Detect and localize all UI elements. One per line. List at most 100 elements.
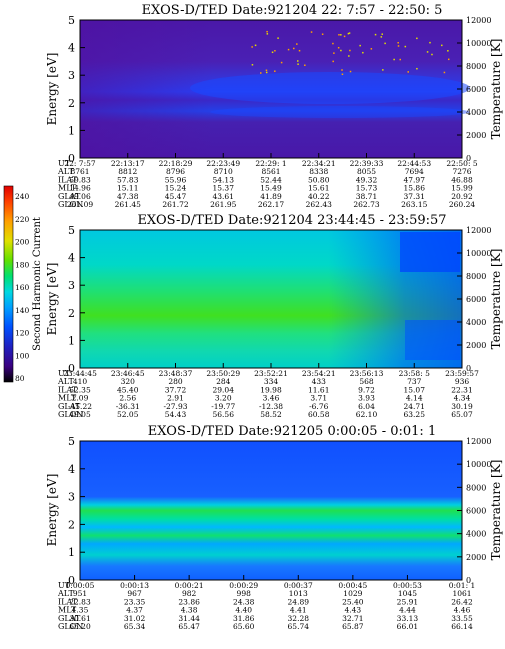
y2-tick-label: 10000 bbox=[466, 460, 491, 469]
speckle-dot bbox=[333, 52, 335, 54]
speckle-dot bbox=[343, 35, 346, 38]
panel-1: EXOS-D/TED Date:921204 22: 7:57 - 22:50:… bbox=[45, 3, 503, 209]
ephemeris-cell: 32.28 bbox=[288, 614, 310, 623]
ephemeris-cell: -12.38 bbox=[259, 402, 283, 411]
y2-tick-label: 4000 bbox=[466, 108, 486, 117]
ephemeris-cell: 15.49 bbox=[260, 184, 282, 193]
ephemeris-cell: 22:18:29 bbox=[159, 159, 193, 168]
ephemeris-cell: 0:00:53 bbox=[393, 581, 422, 590]
ephemeris-cell: 25.40 bbox=[342, 597, 364, 606]
ephemeris-cell: 262.17 bbox=[258, 200, 284, 209]
speckle-dot bbox=[332, 42, 334, 45]
y-tick-label: 0 bbox=[68, 152, 75, 165]
panel-1-blue-band-lower bbox=[210, 106, 470, 118]
ephemeris-cell: 59.83 bbox=[69, 175, 91, 184]
ephemeris-cell: 49.06 bbox=[69, 192, 91, 201]
panel-2-title: EXOS-D/TED Date:921204 23:44:45 - 23:59:… bbox=[137, 213, 446, 228]
speckle-dot bbox=[277, 37, 279, 39]
y2-tick-label: 6000 bbox=[466, 295, 486, 304]
panel-1-y-ticks: 0 1 2 3 4 5 0 2000 4000 6000 8000 10000 12000 bbox=[68, 14, 491, 165]
ephemeris-cell: 11.61 bbox=[308, 385, 329, 394]
ephemeris-cell: 15.37 bbox=[213, 184, 235, 193]
ephemeris-cell: 20.92 bbox=[451, 192, 473, 201]
ephemeris-cell: 433 bbox=[312, 377, 327, 386]
y-tick-label: 4 bbox=[68, 252, 75, 265]
ephemeris-cell: 0:01: 1 bbox=[449, 581, 476, 590]
ephemeris-cell: 1029 bbox=[343, 589, 362, 598]
speckle-dot bbox=[359, 44, 361, 47]
ephemeris-cell: 23:50:29 bbox=[206, 369, 240, 378]
ephemeris-cell: 25.91 bbox=[397, 597, 418, 606]
y-tick-label: 3 bbox=[68, 491, 75, 504]
panel-2-blue-block bbox=[400, 232, 460, 272]
ephemeris-cell: 41.89 bbox=[260, 192, 282, 201]
ephemeris-cell: 1013 bbox=[289, 589, 308, 598]
ephemeris-cell: 22:34:21 bbox=[302, 159, 336, 168]
panel-3-ylabel: Energy [eV] bbox=[45, 474, 59, 547]
speckle-dot bbox=[347, 32, 350, 35]
ephemeris-cell: 30.19 bbox=[451, 402, 473, 411]
ephemeris-cell: 22:44:53 bbox=[397, 159, 431, 168]
speckle-dot bbox=[397, 45, 400, 47]
ephemeris-cell: 33.55 bbox=[451, 614, 473, 623]
speckle-dot bbox=[341, 69, 343, 71]
speckle-dot bbox=[370, 48, 373, 50]
ephemeris-cell: 6.04 bbox=[358, 402, 375, 411]
ephemeris-cell: 4.41 bbox=[290, 606, 307, 615]
ephemeris-cell: 56.56 bbox=[213, 410, 235, 419]
ephemeris-cell: 4.37 bbox=[126, 606, 143, 615]
panel-3-title: EXOS-D/TED Date:921205 0:00:05 - 0:01: 1 bbox=[148, 424, 436, 439]
ephemeris-cell: 4.14 bbox=[406, 394, 423, 403]
ephemeris-cell: 262.43 bbox=[306, 200, 332, 209]
ephemeris-cell: 7276 bbox=[452, 167, 471, 176]
ephemeris-cell: -6.76 bbox=[309, 402, 328, 411]
y-tick-label: 5 bbox=[68, 224, 75, 237]
ephemeris-cell: 261.45 bbox=[115, 200, 141, 209]
ephemeris-cell: 320 bbox=[121, 377, 136, 386]
speckle-dot bbox=[274, 49, 276, 52]
panel-3-ephemeris: UTALTILATMLTGLATGLON0:00:0595122.834.353… bbox=[57, 581, 475, 631]
ephemeris-cell: 22:23:49 bbox=[206, 159, 240, 168]
speckle-dot bbox=[349, 70, 352, 73]
ephemeris-cell: 410 bbox=[73, 377, 88, 386]
speckle-dot bbox=[265, 69, 268, 72]
ephemeris-cell: 38.71 bbox=[356, 192, 377, 201]
ephemeris-row-label: GLAT bbox=[58, 192, 81, 201]
panel-2: EXOS-D/TED Date:921204 23:44:45 - 23:59:… bbox=[45, 213, 503, 419]
speckle-dot bbox=[293, 47, 295, 50]
y2-tick-label: 0 bbox=[466, 154, 471, 163]
ephemeris-cell: 45.40 bbox=[117, 385, 139, 394]
speckle-dot bbox=[399, 58, 401, 61]
ephemeris-cell: 19.98 bbox=[260, 385, 282, 394]
ephemeris-cell: 52.35 bbox=[69, 385, 91, 394]
ephemeris-cell: -27.93 bbox=[163, 402, 187, 411]
ephemeris-cell: 23:48:37 bbox=[159, 369, 193, 378]
ephemeris-cell: 4.40 bbox=[235, 606, 252, 615]
ephemeris-cell: 49.32 bbox=[356, 175, 378, 184]
speckle-dot bbox=[260, 72, 262, 74]
ephemeris-cell: 4.43 bbox=[345, 606, 362, 615]
ephemeris-cell: 334 bbox=[264, 377, 279, 386]
ephemeris-row-label: UT bbox=[58, 159, 71, 168]
y2-tick-label: 6000 bbox=[466, 85, 486, 94]
y-tick-label: 5 bbox=[68, 14, 75, 27]
ephemeris-cell: 2.91 bbox=[167, 394, 184, 403]
speckle-dot bbox=[349, 49, 351, 52]
speckle-dot bbox=[321, 33, 324, 35]
ephemeris-cell: 46.88 bbox=[451, 175, 473, 184]
ephemeris-cell: 2.09 bbox=[72, 394, 89, 403]
ephemeris-row-label: MLT bbox=[58, 394, 77, 403]
colorbar-tick-label: 80 bbox=[15, 374, 25, 383]
y2-tick-label: 4000 bbox=[466, 530, 486, 539]
y2-tick-label: 2000 bbox=[466, 553, 486, 562]
ephemeris-cell: 15.07 bbox=[404, 385, 426, 394]
y-tick-label: 5 bbox=[68, 435, 75, 448]
ephemeris-row-label: MLT bbox=[58, 606, 77, 615]
ephemeris-cell: 26.42 bbox=[451, 597, 473, 606]
y-tick-label: 1 bbox=[68, 334, 75, 347]
ephemeris-cell: 65.87 bbox=[342, 622, 364, 631]
y-tick-label: 2 bbox=[68, 307, 75, 320]
speckle-dot bbox=[443, 71, 446, 74]
y2-tick-label: 2000 bbox=[466, 131, 486, 140]
